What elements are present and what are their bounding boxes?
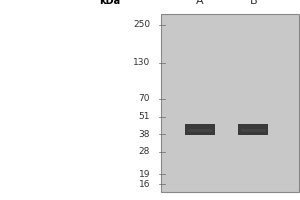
Text: kDa: kDa xyxy=(99,0,120,6)
Bar xyxy=(242,129,266,132)
Text: 19: 19 xyxy=(139,170,150,179)
Bar xyxy=(238,124,268,135)
Text: 130: 130 xyxy=(133,58,150,67)
Bar xyxy=(188,129,212,132)
Text: 28: 28 xyxy=(139,147,150,156)
Text: 51: 51 xyxy=(139,112,150,121)
Bar xyxy=(184,124,214,135)
Text: 16: 16 xyxy=(139,180,150,189)
Text: 250: 250 xyxy=(133,20,150,29)
Text: A: A xyxy=(196,0,203,6)
Bar xyxy=(160,14,298,192)
Text: 38: 38 xyxy=(139,130,150,139)
Text: B: B xyxy=(250,0,257,6)
Text: 70: 70 xyxy=(139,94,150,103)
